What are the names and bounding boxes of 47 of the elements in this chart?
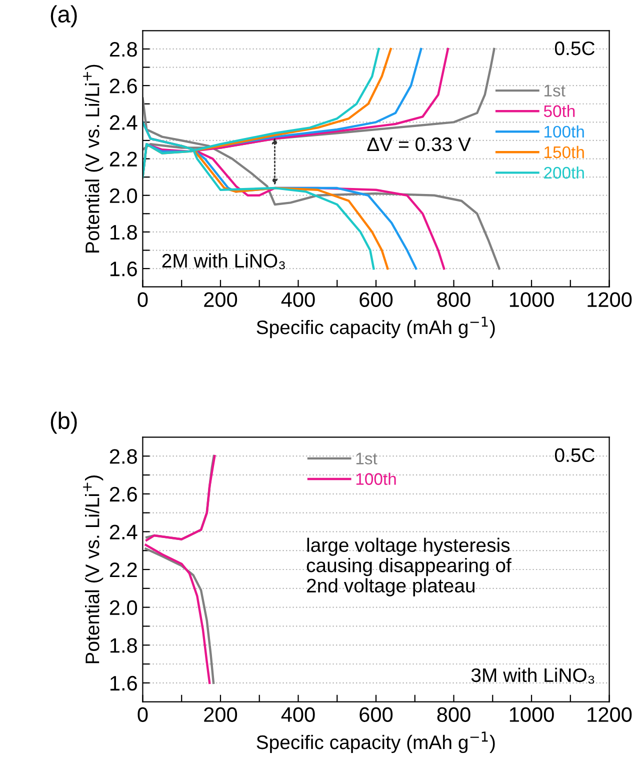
y-tick-label: 2.0 [110, 188, 138, 204]
legend-label: 100th [544, 125, 584, 138]
x-tick-label: 200 [204, 292, 238, 308]
legend-label: 1st [356, 452, 378, 464]
y-tick-label: 2.2 [110, 562, 137, 578]
x-tick-label: 800 [437, 292, 470, 308]
y-tick-label: 2.6 [110, 486, 137, 502]
annotation: 2M with LiNO₃ [162, 253, 285, 270]
x-tick-label: 1200 [588, 707, 632, 722]
y-tick-label: 2.6 [110, 78, 137, 94]
chart-title: (b) [50, 412, 77, 434]
y-tick-label: 1.6 [110, 262, 137, 276]
x-tick-label: 600 [360, 292, 393, 308]
x-tick-label: 800 [437, 707, 470, 722]
y-axis-title: Potential (V vs. Li/Li$^{+}$) [83, 64, 104, 252]
legend-label: 1st [544, 84, 566, 97]
y-tick-label: 1.8 [110, 638, 137, 653]
x-axis-title: Specific capacity (mAh g$^{−1}$) [256, 732, 495, 754]
y-tick-label: 2.8 [110, 42, 137, 57]
annotation: large voltage hysteresis causing disappearing of 2nd voltage plateau [306, 538, 512, 596]
y-tick-label: 2.8 [110, 449, 137, 464]
annotation: 0.5C [554, 41, 595, 56]
y-axis-title: Potential (V vs. Li/Li$^{+}$) [83, 476, 104, 664]
y-tick-label: 2.0 [110, 600, 138, 616]
x-tick-label: 1000 [510, 292, 554, 308]
chart-title: (a) [50, 5, 77, 28]
annotation: ΔV = 0.33 V [367, 137, 471, 152]
y-tick-label: 2.4 [110, 115, 138, 130]
y-tick-label: 2.4 [110, 524, 138, 540]
legend-label: 100th [356, 472, 396, 485]
legend-label: 50th [544, 104, 575, 118]
x-tick-label: 0 [138, 707, 148, 722]
legend-label: 200th [544, 166, 584, 179]
x-tick-label: 400 [281, 292, 315, 308]
x-tick-label: 600 [360, 707, 393, 722]
x-tick-label: 0 [138, 292, 148, 308]
annotation: 3M with LiNO₃ [471, 668, 594, 684]
y-tick-label: 1.8 [110, 224, 137, 240]
y-tick-label: 1.6 [110, 676, 137, 691]
x-tick-label: 400 [281, 707, 315, 722]
annotation: 0.5C [554, 448, 595, 462]
y-tick-label: 2.2 [110, 152, 137, 166]
legend-label: 150th [544, 146, 584, 158]
x-tick-label: 1200 [588, 292, 632, 308]
x-tick-label: 1000 [510, 707, 554, 722]
x-axis-title: Specific capacity (mAh g$^{−1}$) [256, 316, 495, 338]
x-tick-label: 200 [204, 707, 238, 722]
